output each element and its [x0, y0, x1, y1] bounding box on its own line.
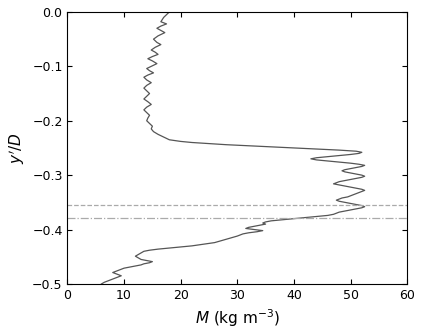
X-axis label: $M$ (kg m$^{-3}$): $M$ (kg m$^{-3}$) — [195, 307, 280, 329]
Y-axis label: $y'/D$: $y'/D$ — [7, 132, 27, 164]
